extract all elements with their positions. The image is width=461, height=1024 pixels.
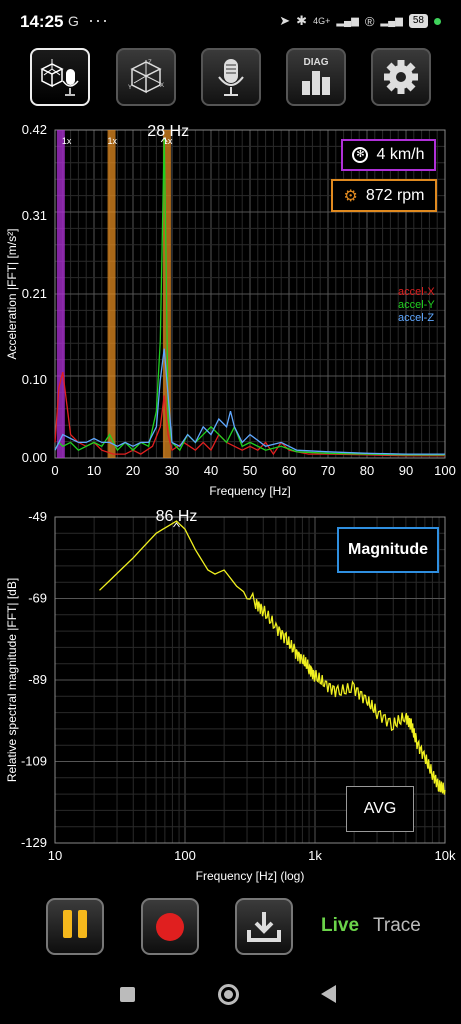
legend-accel-x: accel-X xyxy=(398,286,435,298)
record-button[interactable] xyxy=(141,898,199,955)
mode-toolbar: Z X Y DIAG xyxy=(0,48,461,108)
y-tick-label: -49 xyxy=(28,509,47,524)
mic-mode-button[interactable] xyxy=(201,48,261,106)
trace-toggle[interactable]: Trace xyxy=(373,915,421,936)
peak-caret xyxy=(173,522,180,528)
speed-value: 4 km/h xyxy=(376,146,425,163)
harmonic-marker xyxy=(107,130,116,458)
pause-icon xyxy=(60,910,90,943)
engine-icon: ⚙ xyxy=(343,187,358,205)
recents-icon[interactable] xyxy=(120,987,135,1002)
pause-button[interactable] xyxy=(46,898,104,955)
svg-text:Z: Z xyxy=(148,60,152,66)
spectrum-peak-label: 86 Hz xyxy=(156,508,198,525)
diag-mode-button[interactable]: DIAG xyxy=(286,48,346,106)
x-tick-label: 0 xyxy=(51,463,58,478)
location-icon: ➤ xyxy=(279,13,291,28)
status-right: ➤ ✱ 4G+ ▂▄▆ ® ▂▄▆ 58 xyxy=(279,13,441,29)
fft-peak-label: 28 Hz xyxy=(147,123,189,140)
x-tick-label: 100 xyxy=(434,463,456,478)
bluetooth-icon: ✱ xyxy=(296,13,308,28)
y-tick-label: 0.21 xyxy=(22,286,47,301)
y-tick-label: -89 xyxy=(28,672,47,687)
status-time: 14:25 xyxy=(20,12,64,31)
y-tick-label: 0.42 xyxy=(22,122,47,137)
harmonic-label: 1x xyxy=(62,136,72,146)
x-tick-label: 1k xyxy=(308,848,322,863)
mic-icon xyxy=(218,59,244,96)
live-toggle[interactable]: Live xyxy=(321,915,360,936)
signal2-icon: ▂▄▆ xyxy=(380,15,403,27)
x-tick-label: 10 xyxy=(48,848,62,863)
y-axis-title: Relative spectral magnitude |FFT| [dB] xyxy=(5,578,19,782)
y-tick-label: -129 xyxy=(21,835,47,850)
plot-frame xyxy=(54,129,446,459)
x-axis-title: Frequency [Hz] xyxy=(209,484,290,498)
camera-indicator-icon xyxy=(434,17,441,25)
x-tick-label: 80 xyxy=(360,463,374,478)
magnitude-button[interactable]: Magnitude xyxy=(337,527,439,573)
download-button[interactable] xyxy=(235,898,293,955)
harmonic-marker xyxy=(56,130,65,458)
series-accel-Z xyxy=(54,348,445,455)
roaming-icon: ® xyxy=(364,13,375,29)
y-axis-title: Acceleration |FFT| [m/s²] xyxy=(5,229,19,360)
fft-legend: accel-X accel-Y accel-Z xyxy=(398,286,435,325)
x-tick-label: 50 xyxy=(243,463,257,478)
x-axis-title: Frequency [Hz] (log) xyxy=(196,869,305,883)
x-tick-label: 40 xyxy=(204,463,218,478)
record-icon xyxy=(156,912,184,941)
nav-bar xyxy=(0,965,461,1024)
y-tick-label: 0.00 xyxy=(22,450,47,465)
battery-icon: 58 xyxy=(408,14,428,28)
gear-icon xyxy=(384,60,418,94)
x-tick-label: 100 xyxy=(174,848,196,863)
x-tick-label: 20 xyxy=(126,463,140,478)
speed-badge: ✻ 4 km/h xyxy=(341,139,436,171)
x-tick-label: 10k xyxy=(435,848,456,863)
y-tick-label: 0.31 xyxy=(22,208,47,223)
status-bar: 14:25 G ··· ➤ ✱ 4G+ ▂▄▆ ® ▂▄▆ 58 xyxy=(0,0,461,40)
avg-button[interactable]: AVG xyxy=(346,786,414,832)
plot-frame xyxy=(54,516,446,844)
svg-text:X: X xyxy=(160,83,164,89)
diag-label: DIAG xyxy=(304,57,329,68)
y-tick-label: -109 xyxy=(21,754,47,769)
peak-caret xyxy=(160,137,168,143)
legend-accel-z: accel-Z xyxy=(398,312,435,324)
settings-button[interactable] xyxy=(371,48,431,106)
x-tick-label: 60 xyxy=(282,463,296,478)
x-tick-label: 90 xyxy=(399,463,413,478)
back-icon[interactable] xyxy=(321,985,336,1003)
x-tick-label: 70 xyxy=(321,463,335,478)
series-accel-Y xyxy=(54,137,445,456)
y-tick-label: -69 xyxy=(28,591,47,606)
more-notifications-icon: ··· xyxy=(88,10,109,30)
cube-axes-icon: Z X Y xyxy=(128,60,164,94)
accel-mic-mode-button[interactable] xyxy=(30,48,90,106)
signal-icon: ▂▄▆ xyxy=(336,15,359,27)
notification-g-icon: G xyxy=(68,13,79,29)
x-tick-label: 30 xyxy=(165,463,179,478)
x-tick-label: 10 xyxy=(87,463,101,478)
cube-mic-icon xyxy=(40,59,79,96)
svg-text:Y: Y xyxy=(128,85,132,91)
spectrum-series xyxy=(99,520,446,795)
home-icon[interactable] xyxy=(218,984,239,1005)
y-tick-label: 0.10 xyxy=(22,372,47,387)
harmonic-label: 1x xyxy=(108,136,118,146)
network-type: 4G+ xyxy=(313,16,331,26)
legend-accel-y: accel-Y xyxy=(398,299,435,311)
rpm-badge: ⚙ 872 rpm xyxy=(331,179,437,212)
diag-bars-icon: DIAG xyxy=(302,57,330,95)
harmonic-label: 1x xyxy=(163,136,173,146)
wheel-icon: ✻ xyxy=(352,147,369,163)
download-icon xyxy=(247,911,281,942)
accel-mode-button[interactable]: Z X Y xyxy=(116,48,176,106)
rpm-value: 872 rpm xyxy=(365,186,425,204)
